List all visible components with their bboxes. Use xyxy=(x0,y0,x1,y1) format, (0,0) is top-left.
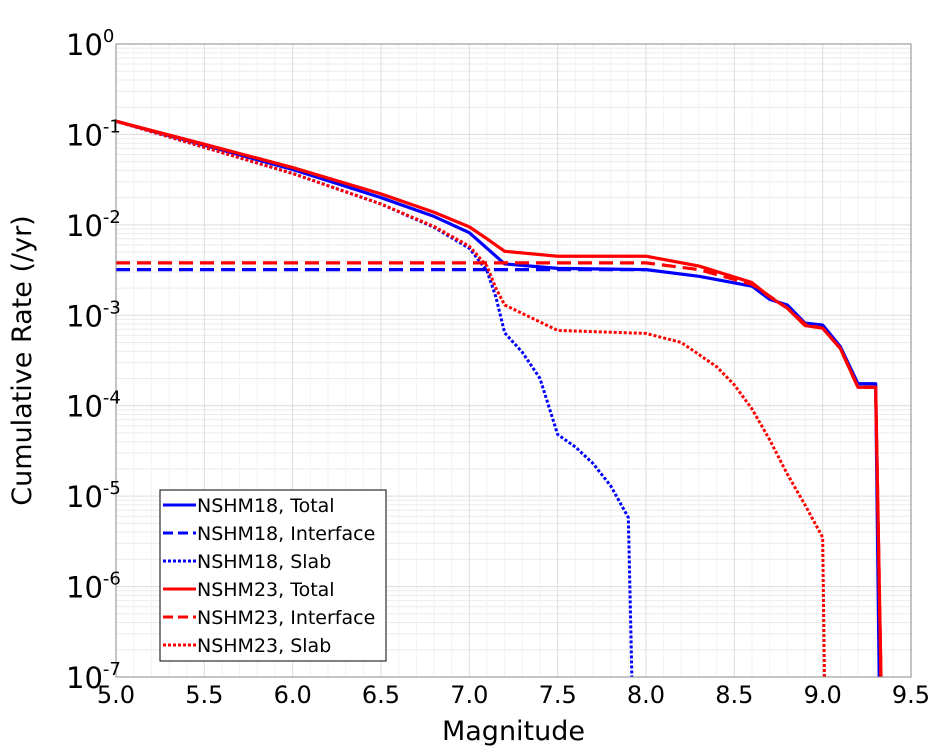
legend-label: NSHM18, Interface xyxy=(197,523,375,545)
y-axis: 100 10-1 10-2 10-3 10-4 10-5 10-6 10-7 xyxy=(66,26,121,695)
plot-frame xyxy=(115,43,912,678)
y-tick-label: 10-1 xyxy=(66,116,121,152)
legend-label: NSHM23, Total xyxy=(197,579,335,601)
x-tick-label: 5.0 xyxy=(97,681,135,709)
legend-box xyxy=(159,489,387,662)
y-tick-label: 10-6 xyxy=(66,569,121,605)
x-tick-label: 9.0 xyxy=(804,681,842,709)
x-tick-label: 8.5 xyxy=(715,681,753,709)
x-tick-label: 5.5 xyxy=(185,681,223,709)
plot-area xyxy=(116,119,883,678)
legend-label: NSHM23, Interface xyxy=(197,607,375,629)
y-tick-label: 10-7 xyxy=(66,659,121,695)
series-line-nshm23-slab xyxy=(116,119,826,678)
legend-label: NSHM18, Total xyxy=(197,495,335,517)
legend: NSHM18, Total NSHM18, Interface NSHM18, Sl… xyxy=(159,489,387,662)
x-tick-label: 7.5 xyxy=(539,681,577,709)
y-tick-label: 10-4 xyxy=(66,388,121,424)
y-axis-title: Cumulative Rate (/yr) xyxy=(7,215,38,505)
legend-label: NSHM18, Slab xyxy=(197,551,331,573)
x-tick-label: 8.0 xyxy=(627,681,665,709)
y-tick-label: 10-3 xyxy=(66,297,121,333)
legend-label: NSHM23, Slab xyxy=(197,635,331,657)
x-axis: 5.0 5.5 6.0 6.5 7.0 7.5 8.0 8.5 9.0 9.5 xyxy=(97,681,930,709)
x-tick-label: 7.0 xyxy=(450,681,488,709)
x-tick-label: 9.5 xyxy=(892,681,930,709)
y-tick-label: 100 xyxy=(66,26,114,62)
x-axis-title: Magnitude xyxy=(442,716,585,747)
x-tick-label: 6.5 xyxy=(362,681,400,709)
y-tick-label: 10-2 xyxy=(66,207,121,243)
series-line-nshm23-interface xyxy=(116,261,883,678)
x-tick-label: 6.0 xyxy=(274,681,312,709)
y-tick-label: 10-5 xyxy=(66,478,121,514)
